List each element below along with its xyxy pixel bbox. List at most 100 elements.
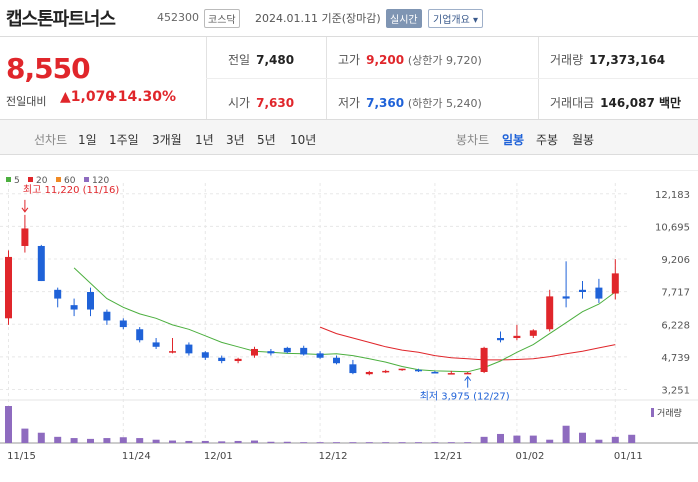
tab-3m[interactable]: 3개월 (152, 133, 182, 147)
x-tick-label: 12/21 (433, 451, 462, 462)
tab-monthly[interactable]: 월봉 (572, 133, 595, 147)
candlestick-chart: 11/15 11/24 12/01 12/12 12/21 01/02 01/11 12,18… (0, 170, 698, 462)
candle-body (21, 228, 29, 246)
candle-body (316, 353, 324, 358)
volume-bar (87, 438, 94, 443)
volume-bar (513, 435, 521, 443)
candle-body (169, 351, 176, 353)
low-price: 저가 7,360 (하한가 5,240) (338, 94, 482, 111)
tab-1d[interactable]: 1일 (78, 133, 97, 147)
volume-bar (201, 440, 209, 443)
ma5-line (73, 267, 616, 373)
volume-value: 17,373,164 (589, 53, 666, 67)
volume-bar (119, 437, 127, 443)
volume-bar (283, 441, 291, 443)
candle-body (267, 351, 275, 354)
volume-bar (103, 438, 111, 443)
tab-daily[interactable]: 일봉 (502, 133, 525, 147)
legend-label: 120 (92, 176, 109, 186)
prev-close-value: 7,480 (256, 53, 295, 67)
annotation-arrowhead (464, 375, 472, 381)
stock-code: 452300 (157, 11, 199, 24)
candle-body (431, 371, 439, 374)
volume-bar (267, 441, 275, 443)
y-tick-label: 9,206 (661, 255, 690, 266)
volume-bar (546, 439, 554, 443)
candle-body (398, 368, 406, 371)
candle-body (300, 347, 308, 355)
candle-body (529, 330, 537, 336)
y-tick-label: 7,717 (661, 288, 690, 299)
ma20-line (319, 326, 616, 361)
volume-bar (447, 442, 455, 443)
volume-bar (529, 435, 537, 443)
volume-bar (562, 425, 570, 443)
current-price: 8,550 (6, 52, 91, 85)
volume-bar (628, 434, 636, 443)
candle-body (5, 256, 12, 319)
divider (206, 78, 698, 79)
candle-body (546, 296, 554, 330)
candle-body (201, 352, 209, 358)
candle-body (37, 245, 45, 282)
volume-bar (234, 440, 242, 443)
quote-date: 2024.01.11 기준(장마감) (255, 12, 381, 25)
annotation-arrowhead (21, 207, 29, 213)
volume-bar (349, 442, 357, 443)
candle-body (218, 357, 226, 362)
x-tick-label: 11/24 (122, 451, 151, 462)
candle-body (333, 357, 340, 364)
volume-bar (70, 438, 78, 443)
legend-swatch (84, 177, 89, 182)
candle-body (185, 344, 193, 354)
amount-label: 거래대금 (550, 96, 595, 110)
candle-body (365, 371, 373, 375)
change-label: 전일대비 (6, 95, 47, 108)
market-badge: 코스닥 (204, 9, 240, 28)
candle-body (152, 342, 160, 347)
volume-bar (37, 432, 45, 443)
candle-body (415, 369, 422, 372)
volume: 거래량 17,373,164 (550, 51, 665, 68)
candle-body (251, 348, 258, 356)
tab-5y[interactable]: 5년 (257, 133, 276, 147)
max-annotation: 최고 11,220 (11/16) (23, 184, 119, 196)
candle-body (283, 347, 291, 353)
legend-swatch (6, 177, 11, 182)
tab-1w[interactable]: 1주일 (109, 133, 139, 147)
high-label: 고가 (338, 53, 361, 67)
volume-label: 거래량 (550, 53, 584, 67)
volume-bar (595, 439, 603, 443)
tab-10y[interactable]: 10년 (290, 133, 317, 147)
volume-bar (316, 442, 324, 443)
realtime-button[interactable]: 실시간 (386, 9, 422, 28)
tab-1y[interactable]: 1년 (195, 133, 214, 147)
amount-value: 146,087 백만 (600, 96, 682, 110)
change-percent: +14.30% (106, 89, 177, 105)
volume-bar (54, 436, 62, 443)
candle-body (87, 292, 94, 310)
quote-panel: 8,550 전일대비 ▲1,070 +14.30% 전일 7,480 고가 9,20… (0, 37, 698, 120)
candle-body (234, 358, 242, 362)
tab-weekly[interactable]: 주봉 (536, 133, 559, 147)
candle-body (480, 347, 488, 372)
line-chart-label: 선차트 (34, 133, 68, 147)
x-tick-label: 01/02 (515, 451, 544, 462)
volume-bar (398, 442, 406, 443)
y-tick-label: 3,251 (661, 385, 690, 396)
candle-body (70, 305, 78, 310)
volume-bar (464, 442, 472, 443)
open-label: 시가 (228, 96, 251, 110)
tab-3y[interactable]: 3년 (226, 133, 245, 147)
candle-body (382, 370, 390, 373)
company-info-dropdown[interactable]: 기업개요 ▾ (428, 9, 483, 28)
candle-body (136, 329, 144, 341)
candle-body (447, 373, 455, 375)
volume-bar (300, 442, 308, 443)
legend-label: 5 (14, 176, 20, 186)
stock-header: 캡스톤파트너스 452300 코스닥 2024.01.11 기준(장마감) 실시… (0, 0, 698, 37)
low-value: 7,360 (366, 96, 405, 110)
candle-body (579, 289, 586, 292)
x-tick-label: 11/15 (7, 451, 36, 462)
volume-bar (382, 442, 390, 443)
